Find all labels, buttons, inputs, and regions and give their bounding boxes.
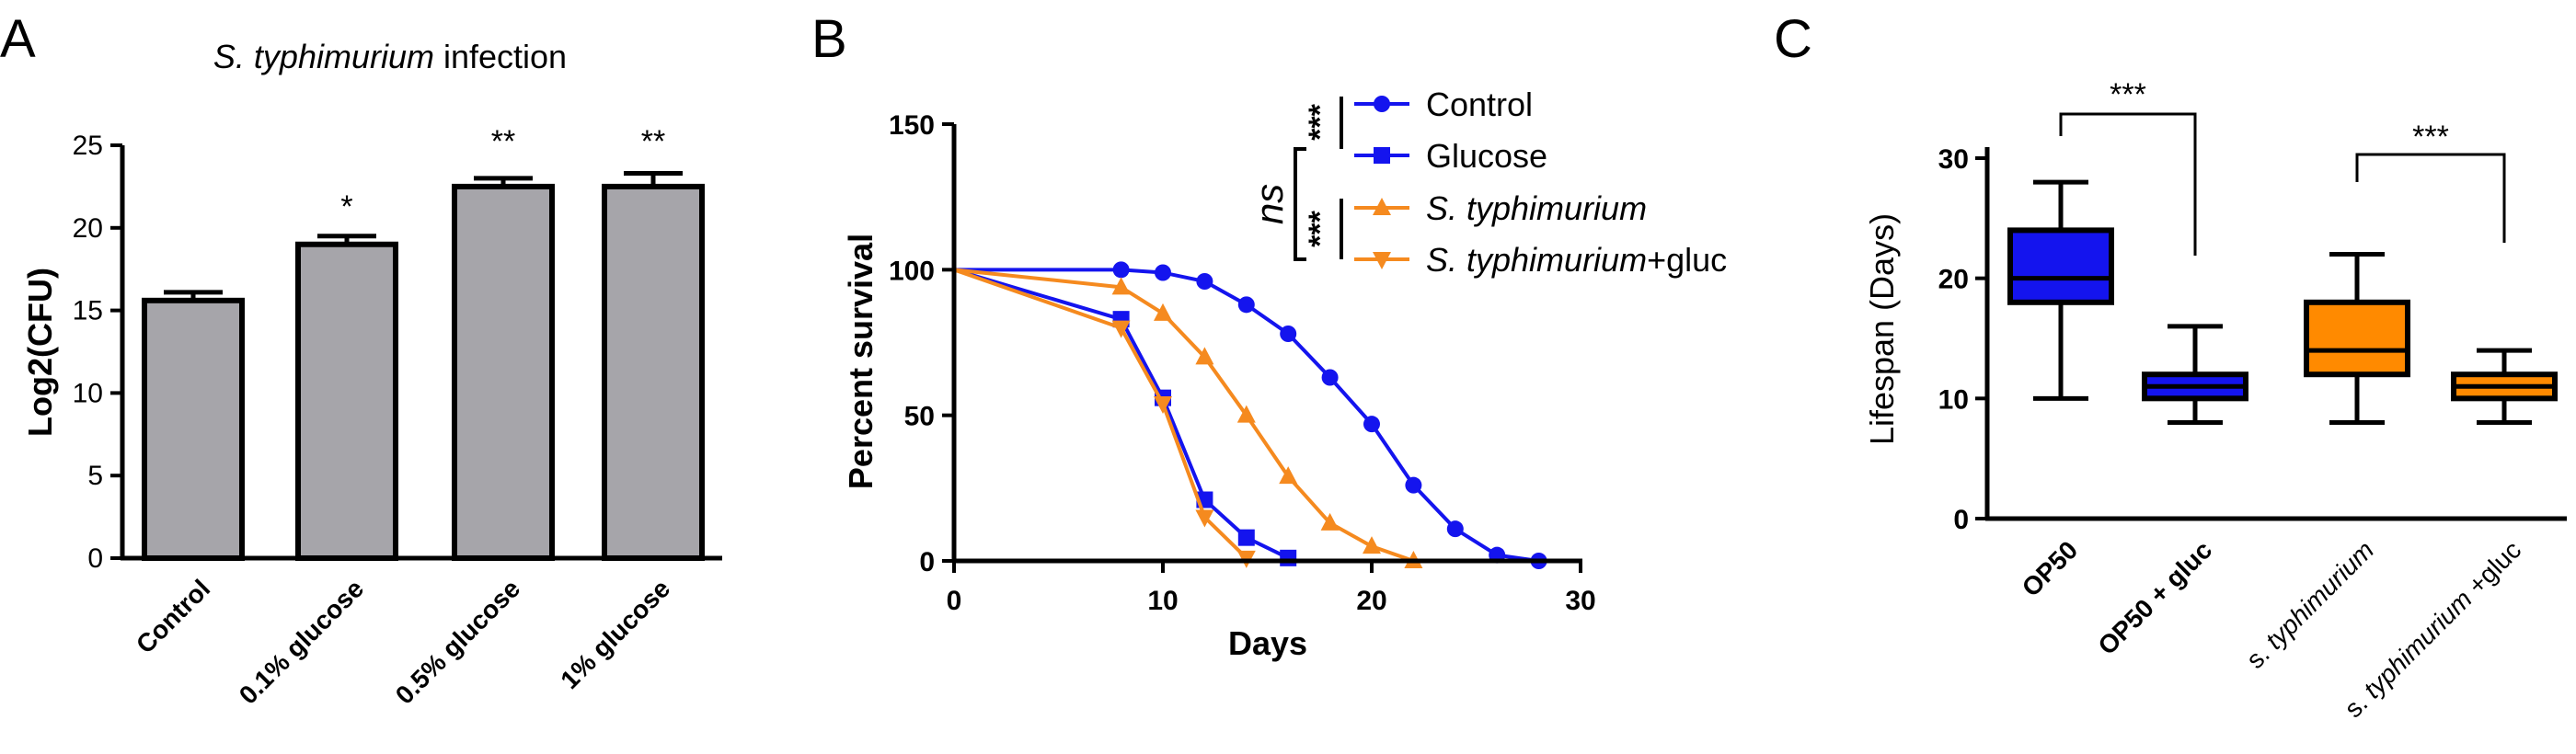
panel-b-y-tick-label: 0 bbox=[919, 547, 935, 577]
panel-c-boxes bbox=[2007, 179, 2558, 425]
panel-b-legend-marker bbox=[1373, 252, 1391, 269]
panel-c-y-tick-label: 0 bbox=[1953, 505, 1969, 535]
panel-b-legend: Control Glucose S. typhimurium S. typhimuri… bbox=[1354, 86, 1727, 279]
panel-b-letter: B bbox=[811, 9, 847, 69]
panel-b: B Percent survival Days 0 50 100 150 0 10 20 3… bbox=[811, 9, 1727, 662]
panel-b-sig-bottom: *** bbox=[1303, 210, 1338, 246]
panel-c-letter: C bbox=[1774, 9, 1812, 69]
panel-a-y-tick-label: 20 bbox=[73, 213, 103, 244]
panel-b-significance: *** *** ns bbox=[1248, 97, 1343, 261]
panel-a-category-label: 0.1% glucose bbox=[234, 574, 369, 709]
panel-a-y-tick-label: 5 bbox=[87, 461, 103, 491]
panel-b-x-tick-label: 20 bbox=[1356, 586, 1386, 616]
panel-b-y-tick-label: 150 bbox=[889, 110, 935, 141]
panel-c: C Lifespan (Days) 0 10 20 30 OP50 OP50 + glu… bbox=[1774, 9, 2567, 723]
panel-a-y-tick-label: 10 bbox=[73, 378, 103, 408]
panel-a-bar bbox=[452, 183, 555, 561]
panel-b-data-point bbox=[1236, 405, 1256, 423]
panel-b-data-point bbox=[1446, 520, 1464, 538]
panel-c-box bbox=[2304, 299, 2410, 378]
panel-c-sig-right: *** bbox=[2412, 120, 2449, 154]
panel-a-y-ticks: 0 5 10 15 20 25 bbox=[73, 131, 122, 574]
panel-a-title: S. typhimurium infection bbox=[213, 38, 567, 75]
panel-b-data-point bbox=[1320, 512, 1340, 531]
panel-c-bracket-right bbox=[2355, 153, 2506, 243]
panel-b-data-point bbox=[1279, 466, 1298, 485]
panel-b-series-line bbox=[953, 268, 1415, 563]
panel-c-significance: *** *** bbox=[2059, 77, 2506, 256]
panel-c-y-tick-label: 10 bbox=[1938, 384, 1969, 415]
panel-c-box bbox=[2007, 227, 2114, 305]
panel-b-data-point bbox=[1111, 277, 1131, 295]
panel-a-significance: ** bbox=[641, 124, 665, 159]
panel-a-y-tick-label: 0 bbox=[87, 543, 103, 574]
panel-b-legend-label: S. typhimurium bbox=[1426, 189, 1647, 227]
panel-a-significance: ** bbox=[491, 124, 515, 159]
panel-c-sig-left: *** bbox=[2110, 77, 2146, 112]
panel-b-legend-marker bbox=[1374, 96, 1390, 112]
panel-b-data-point bbox=[1280, 549, 1297, 566]
panel-c-y-tick-label: 20 bbox=[1938, 265, 1969, 295]
panel-b-data-point bbox=[1321, 369, 1339, 386]
panel-a-category-label: 0.5% glucose bbox=[390, 574, 525, 709]
panel-c-y-tick-label: 30 bbox=[1938, 144, 1969, 175]
panel-b-data-point bbox=[1280, 326, 1297, 342]
panel-c-category-label: OP50 + gluc bbox=[2092, 535, 2217, 660]
panel-b-data-point bbox=[1237, 529, 1255, 546]
panel-b-xlabel: Days bbox=[1228, 624, 1307, 662]
panel-b-y-tick-label: 100 bbox=[889, 256, 935, 286]
panel-b-legend-label: Control bbox=[1426, 86, 1533, 123]
panel-b-data-point bbox=[1154, 396, 1172, 414]
panel-a-ylabel: Log2(CFU) bbox=[21, 268, 59, 437]
panel-a-bar bbox=[295, 241, 398, 561]
panel-a-letter: A bbox=[0, 9, 36, 69]
panel-c-category-label: OP50 bbox=[2017, 535, 2084, 602]
panel-b-data-point bbox=[1405, 476, 1422, 494]
panel-b-data-point bbox=[1111, 320, 1131, 338]
panel-b-ylabel: Percent survival bbox=[842, 234, 880, 489]
panel-a-bars: *** ** bbox=[142, 124, 705, 561]
panel-b-outer-bracket bbox=[1294, 147, 1306, 261]
panel-b-data-point bbox=[1196, 273, 1213, 290]
panel-c-bracket-left bbox=[2059, 112, 2197, 256]
panel-b-data-point bbox=[1112, 261, 1130, 279]
panel-b-legend-label: S. typhimurium+gluc bbox=[1426, 241, 1727, 279]
panel-a-categories: Control 0.1% glucose 0.5% glucose 1% glucos… bbox=[131, 574, 675, 709]
panel-b-data-point bbox=[1363, 536, 1381, 554]
panel-b-data-point bbox=[1195, 509, 1214, 528]
panel-a-bar bbox=[602, 183, 705, 561]
panel-b-x-ticks: 0 10 20 30 bbox=[947, 561, 1596, 616]
panel-c-category-label: s. typhimurium bbox=[2241, 535, 2380, 674]
panel-b-data-point bbox=[1155, 264, 1171, 281]
panel-c-ylabel: Lifespan (Days) bbox=[1863, 213, 1901, 445]
panel-b-data-point bbox=[1363, 416, 1380, 433]
panel-a-y-tick-label: 25 bbox=[73, 131, 103, 161]
panel-a-category-label: 1% glucose bbox=[555, 574, 675, 694]
panel-b-x-tick-label: 0 bbox=[947, 586, 962, 616]
panel-b-data-point bbox=[1154, 303, 1172, 321]
panel-b-sig-ns: ns bbox=[1248, 184, 1291, 224]
panel-b-x-tick-label: 30 bbox=[1565, 586, 1595, 616]
panel-b-y-ticks: 0 50 100 150 bbox=[889, 110, 954, 577]
panel-b-data-point bbox=[1195, 347, 1214, 365]
panel-b-series bbox=[953, 261, 1547, 569]
panel-b-legend-label: Glucose bbox=[1426, 137, 1547, 175]
panel-a-significance: * bbox=[340, 189, 352, 224]
panel-b-sig-top: *** bbox=[1303, 103, 1338, 140]
panel-b-legend-marker bbox=[1373, 198, 1391, 215]
panel-b-x-tick-label: 10 bbox=[1147, 586, 1178, 616]
panel-b-y-tick-label: 50 bbox=[904, 402, 935, 432]
panel-a-category-label: Control bbox=[131, 574, 215, 658]
panel-a-bar bbox=[142, 297, 245, 561]
panel-b-data-point bbox=[1237, 296, 1255, 314]
panel-b-legend-marker bbox=[1374, 147, 1390, 164]
panel-a: A S. typhimurium infection Log2(CFU) 0 5 1… bbox=[0, 9, 722, 710]
panel-a-y-tick-label: 15 bbox=[73, 296, 103, 326]
panel-c-y-ticks: 0 10 20 30 bbox=[1938, 144, 1987, 535]
